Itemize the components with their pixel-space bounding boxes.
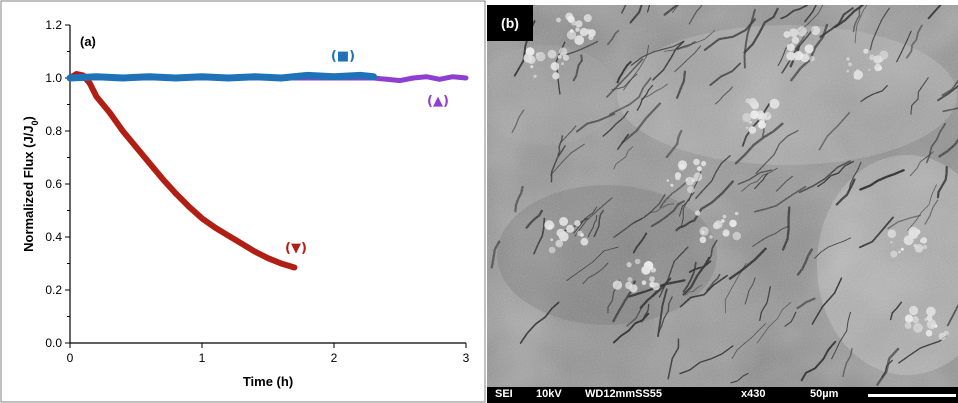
- series-line-0: [67, 71, 298, 271]
- panel-a-label: (a): [80, 34, 96, 49]
- sem-scale-bar: [868, 394, 956, 397]
- x-tick-label: 1: [199, 351, 206, 365]
- x-tick-label: 2: [331, 351, 338, 365]
- series-label-2: (▲): [427, 94, 449, 109]
- series-label-1: (■): [331, 49, 355, 64]
- series-label-0: (▼): [285, 241, 307, 256]
- y-axis-label-subscript: 0: [30, 120, 40, 125]
- chart-frame: [0, 0, 486, 403]
- sem-magnification: x430: [741, 388, 766, 400]
- sem-working-distance: WD12mmSS55: [585, 388, 663, 400]
- y-tick-label: 1.2: [45, 18, 62, 32]
- y-tick-label: 0.8: [45, 124, 62, 138]
- series-line-1: [66, 71, 378, 82]
- y-tick-label: 1.0: [45, 71, 62, 85]
- y-tick-label: 0.6: [45, 177, 62, 191]
- sem-panel-b: (b) SEI 10kV WD12mmSS55 x430 50µm: [487, 5, 958, 403]
- sem-micrograph: [487, 5, 958, 403]
- y-tick-label: 0.0: [45, 336, 62, 350]
- x-tick-label: 3: [463, 351, 470, 365]
- y-axis-label-main: Normalized Flux (J/J: [21, 125, 36, 251]
- y-axis-label: Normalized Flux (J/J0): [21, 116, 40, 252]
- flux-chart: 0.0 0.2 0.4 0.6 0.8 1.0 1.2 0 1 2 3 Time (h) Normali…: [0, 0, 486, 403]
- x-axis-label: Time (h): [243, 374, 293, 389]
- panel-b-label: (b): [487, 5, 533, 41]
- chart-panel-a: 0.0 0.2 0.4 0.6 0.8 1.0 1.2 0 1 2 3 Time (h) Normali…: [0, 0, 486, 403]
- sem-info-bar: SEI 10kV WD12mmSS55 x430 50µm: [487, 387, 958, 403]
- x-tick-label: 0: [67, 351, 74, 365]
- sem-scale-text: 50µm: [810, 388, 839, 400]
- sem-voltage: 10kV: [536, 388, 562, 400]
- y-tick-label: 0.2: [45, 283, 62, 297]
- sem-mode: SEI: [495, 388, 513, 400]
- y-axis-label-close: ): [21, 116, 36, 120]
- y-tick-label: 0.4: [45, 230, 62, 244]
